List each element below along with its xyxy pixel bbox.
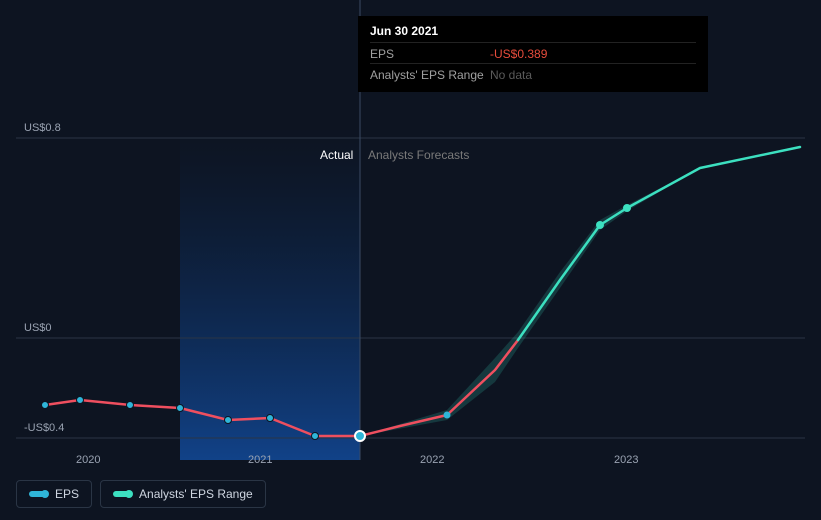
tooltip-row-label: EPS (370, 47, 490, 61)
legend-item-range[interactable]: Analysts' EPS Range (100, 480, 266, 508)
tooltip-row-value: -US$0.389 (490, 47, 547, 61)
chart-tooltip: Jun 30 2021 EPS-US$0.389Analysts' EPS Ra… (358, 16, 708, 92)
legend-item-eps[interactable]: EPS (16, 480, 92, 508)
region-label-actual: Actual (320, 148, 353, 162)
y-axis-tick: -US$0.4 (24, 422, 64, 434)
y-axis-tick: US$0.8 (24, 122, 61, 134)
x-axis-tick: 2020 (76, 454, 100, 466)
x-axis-tick: 2022 (420, 454, 444, 466)
tooltip-row-label: Analysts' EPS Range (370, 68, 490, 82)
x-axis-tick: 2021 (248, 454, 272, 466)
legend-label-range: Analysts' EPS Range (139, 487, 253, 501)
legend-swatch-range (113, 491, 131, 497)
region-label-forecast: Analysts Forecasts (368, 148, 469, 162)
tooltip-date: Jun 30 2021 (370, 24, 696, 38)
legend-swatch-eps (29, 491, 47, 497)
legend-label-eps: EPS (55, 487, 79, 501)
y-axis-tick: US$0 (24, 322, 52, 334)
tooltip-row-value: No data (490, 68, 532, 82)
chart-legend: EPS Analysts' EPS Range (16, 480, 266, 508)
x-axis-tick: 2023 (614, 454, 638, 466)
